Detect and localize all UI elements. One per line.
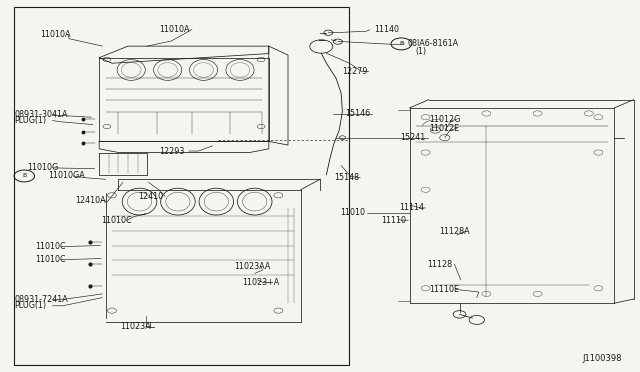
Text: 11128: 11128 bbox=[428, 260, 452, 269]
Text: 11023AA: 11023AA bbox=[234, 262, 271, 271]
Text: (1): (1) bbox=[415, 47, 426, 56]
Text: 11010GA: 11010GA bbox=[48, 171, 84, 180]
Text: 11012E: 11012E bbox=[429, 124, 459, 133]
Text: 11010G: 11010G bbox=[27, 163, 58, 172]
Text: 08931-3041A: 08931-3041A bbox=[14, 110, 68, 119]
Text: 08931-7241A: 08931-7241A bbox=[14, 295, 68, 304]
Text: 11140: 11140 bbox=[374, 25, 399, 34]
Text: PLUG(1): PLUG(1) bbox=[14, 301, 46, 310]
Text: B: B bbox=[22, 173, 26, 179]
Text: 11023A: 11023A bbox=[120, 322, 151, 331]
Text: 12410: 12410 bbox=[138, 192, 163, 201]
Text: J1100398: J1100398 bbox=[582, 354, 622, 363]
Text: 11023+A: 11023+A bbox=[243, 278, 280, 287]
Text: 11010A: 11010A bbox=[159, 25, 189, 34]
Text: 15148: 15148 bbox=[334, 173, 359, 182]
Text: 11010C: 11010C bbox=[35, 255, 66, 264]
Text: 11010C: 11010C bbox=[101, 216, 132, 225]
Bar bbox=[14, 7, 349, 365]
Text: B: B bbox=[399, 41, 403, 46]
Text: 15241: 15241 bbox=[400, 133, 425, 142]
Text: 11110: 11110 bbox=[381, 216, 406, 225]
Text: 11010: 11010 bbox=[340, 208, 365, 217]
Text: 12279: 12279 bbox=[342, 67, 368, 76]
Text: 11110E: 11110E bbox=[429, 285, 459, 294]
Text: PLUG(1): PLUG(1) bbox=[14, 116, 46, 125]
Text: 11010C: 11010C bbox=[35, 242, 66, 251]
Text: 08IA6-8161A: 08IA6-8161A bbox=[407, 39, 458, 48]
Text: 11012G: 11012G bbox=[429, 115, 460, 124]
Text: 15146: 15146 bbox=[346, 109, 371, 118]
Text: 11010A: 11010A bbox=[40, 30, 70, 39]
Text: 11114: 11114 bbox=[399, 203, 424, 212]
Text: 11128A: 11128A bbox=[439, 227, 470, 236]
Text: 12293: 12293 bbox=[159, 147, 184, 155]
Text: 12410A: 12410A bbox=[75, 196, 106, 205]
